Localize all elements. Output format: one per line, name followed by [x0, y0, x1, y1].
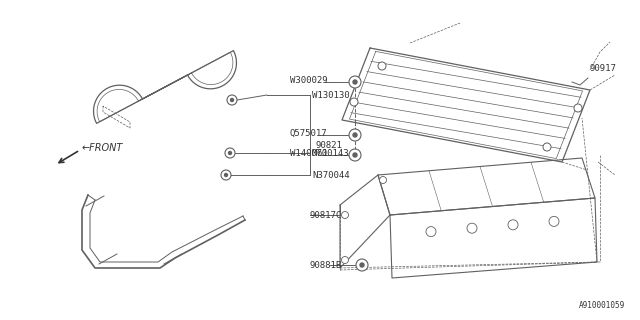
Circle shape: [350, 98, 358, 106]
Circle shape: [574, 104, 582, 112]
Text: ←FRONT: ←FRONT: [82, 143, 124, 153]
Circle shape: [426, 227, 436, 236]
Circle shape: [549, 216, 559, 227]
Circle shape: [227, 95, 237, 105]
Circle shape: [353, 153, 357, 157]
Circle shape: [342, 212, 349, 219]
Text: M700143: M700143: [312, 148, 349, 157]
Circle shape: [349, 129, 361, 141]
Text: W300029: W300029: [290, 76, 328, 84]
Text: W140061: W140061: [290, 148, 328, 157]
Circle shape: [349, 76, 361, 88]
Circle shape: [230, 99, 234, 101]
Text: 90917: 90917: [590, 63, 617, 73]
Circle shape: [467, 223, 477, 233]
Circle shape: [353, 133, 357, 137]
Text: 90821: 90821: [315, 140, 342, 149]
Circle shape: [221, 170, 231, 180]
Text: A910001059: A910001059: [579, 301, 625, 310]
Circle shape: [356, 259, 368, 271]
Circle shape: [353, 80, 357, 84]
Circle shape: [378, 62, 386, 70]
Circle shape: [228, 151, 232, 155]
Circle shape: [349, 149, 361, 161]
Circle shape: [342, 257, 349, 263]
Text: 90881B: 90881B: [310, 260, 342, 269]
Circle shape: [508, 220, 518, 230]
Circle shape: [225, 173, 227, 177]
Text: Q575017: Q575017: [290, 129, 328, 138]
Circle shape: [360, 263, 364, 267]
Text: 90817C: 90817C: [310, 211, 342, 220]
Circle shape: [380, 177, 387, 183]
Text: N370044: N370044: [312, 171, 349, 180]
Circle shape: [543, 143, 551, 151]
Text: W130130: W130130: [312, 91, 349, 100]
Circle shape: [225, 148, 235, 158]
